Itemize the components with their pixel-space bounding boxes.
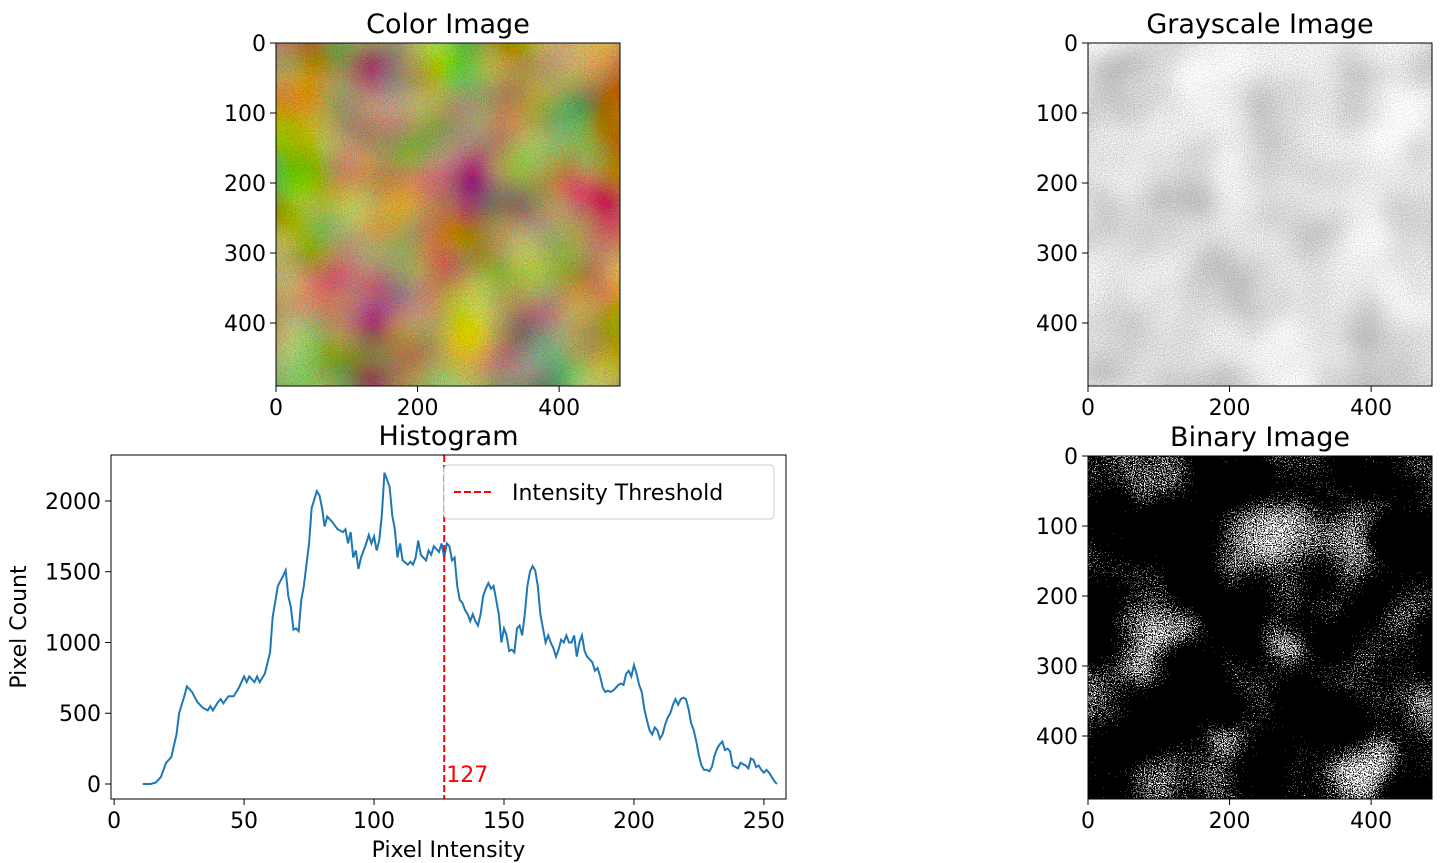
y-tick-label: 100 [224, 102, 266, 127]
x-tick-label: 400 [538, 396, 580, 421]
panel-title: Color Image [366, 9, 530, 40]
x-tick-label: 50 [230, 809, 258, 834]
x-tick-label: 0 [107, 809, 121, 834]
y-tick-label: 300 [224, 242, 266, 267]
y-tick-label: 0 [87, 773, 101, 798]
panel-title: Histogram [378, 421, 518, 452]
y-tick-label: 200 [1036, 172, 1078, 197]
y-tick-label: 2000 [45, 490, 101, 515]
x-tick-label: 0 [1081, 396, 1095, 421]
axes-frame [110, 454, 787, 800]
x-tick-label: 200 [1209, 809, 1251, 834]
x-tick-label: 400 [1350, 396, 1392, 421]
x-tick-label: 200 [397, 396, 439, 421]
y-tick-label: 300 [1036, 242, 1078, 267]
axes-frame [1087, 455, 1433, 800]
panel-title: Grayscale Image [1146, 9, 1373, 40]
panel: Histogram 127 Intensity Threshold Pixel Int… [7, 421, 787, 863]
y-tick-label: 0 [1064, 445, 1078, 470]
panel: Grayscale Image 0 200 400 0 100 200 300 400 [1036, 9, 1433, 421]
panel: Binary Image 0 200 400 0 100 200 300 400 [1036, 422, 1433, 834]
y-tick-label: 400 [224, 312, 266, 337]
y-tick-label: 100 [1036, 102, 1078, 127]
legend-label: Intensity Threshold [512, 481, 723, 506]
axes-frame [1087, 42, 1433, 387]
y-tick-label: 300 [1036, 655, 1078, 680]
x-axis-label: Pixel Intensity [372, 838, 526, 863]
y-tick-label: 400 [1036, 725, 1078, 750]
panel: Color Image 0 200 400 0 100 200 300 400 [224, 9, 621, 421]
x-tick-label: 0 [1081, 809, 1095, 834]
image [276, 43, 620, 386]
y-tick-label: 100 [1036, 515, 1078, 540]
x-tick-label: 200 [1209, 396, 1251, 421]
y-tick-label: 0 [252, 32, 266, 57]
legend-box [443, 464, 775, 520]
x-tick-label: 400 [1350, 809, 1392, 834]
x-tick-label: 250 [743, 809, 785, 834]
y-tick-label: 1000 [45, 631, 101, 656]
axes-frame [275, 42, 621, 387]
panel-title: Binary Image [1170, 422, 1350, 453]
x-tick-label: 100 [353, 809, 395, 834]
y-axis-label: Pixel Count [7, 565, 32, 689]
x-tick-label: 200 [613, 809, 655, 834]
threshold-label: 127 [446, 763, 488, 788]
y-tick-label: 200 [1036, 585, 1078, 610]
y-tick-label: 500 [59, 702, 101, 727]
y-tick-label: 400 [1036, 312, 1078, 337]
x-tick-label: 150 [483, 809, 525, 834]
y-tick-label: 0 [1064, 32, 1078, 57]
y-tick-label: 1500 [45, 561, 101, 586]
histogram-line [142, 472, 778, 785]
x-tick-label: 0 [269, 396, 283, 421]
image [1088, 43, 1432, 386]
y-tick-label: 200 [224, 172, 266, 197]
image [1088, 456, 1432, 799]
